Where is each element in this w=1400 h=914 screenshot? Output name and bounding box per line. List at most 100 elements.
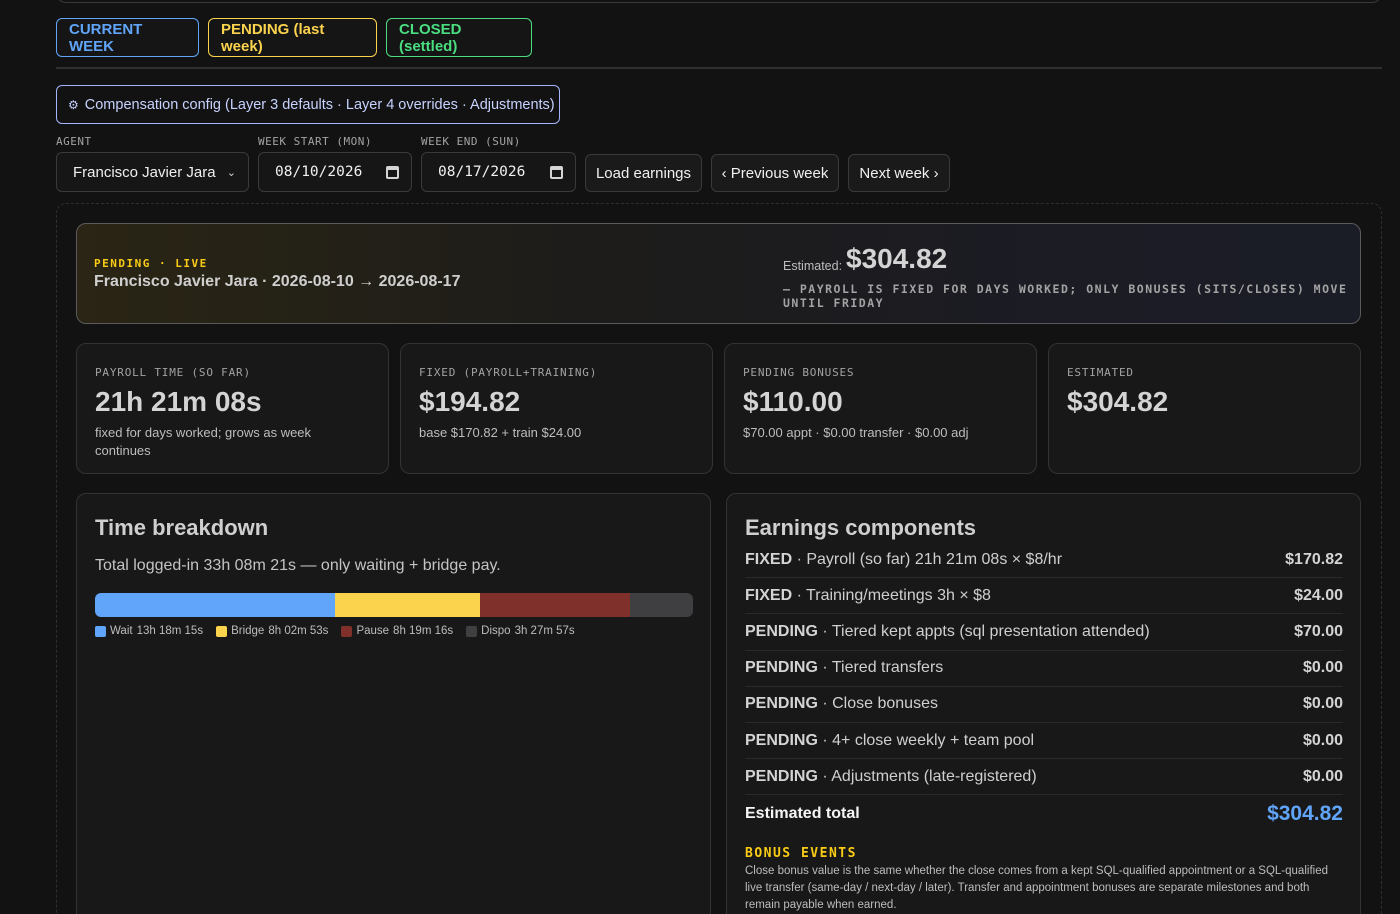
stat-subtext: $70.00 appt · $0.00 transfer · $0.00 adj [743,425,969,440]
estimated-label: Estimated: [783,259,843,273]
row-label: · 4+ close weekly + team pool [817,731,1035,749]
time-breakdown-card: Time breakdown Total logged-in 33h 08m 2… [76,493,711,914]
bonus-events-title: BONUS EVENTS [745,846,857,861]
time-breakdown-bar [95,593,693,617]
next-week-button[interactable]: Next week › [848,154,950,192]
load-earnings-button[interactable]: Load earnings [585,154,702,192]
legend-name: Pause [356,625,390,637]
stat-payroll-time: PAYROLL TIME (SO FAR) 21h 21m 08s fixed … [76,343,389,474]
legend-duration: 13h 18m 15s [136,625,204,637]
row-label: · Close bonuses [817,695,938,713]
legend-duration: 8h 02m 53s [268,625,329,637]
row-amount: $170.82 [1285,550,1343,568]
time-breakdown-title: Time breakdown [95,515,269,540]
legend-item-pause: Pause 8h 19m 16s [341,625,453,637]
week-end-input[interactable]: 08/17/2026 [421,152,576,192]
legend-swatch [341,625,353,637]
week-start-value: 08/10/2026 [275,164,363,180]
bar-segment-bridge [335,593,481,617]
row-amount: $0.00 [1302,695,1343,713]
legend-swatch [216,625,228,637]
estimated-value: $304.82 [846,243,948,274]
earnings-components-title: Earnings components [745,515,977,540]
previous-week-button[interactable]: ‹ Previous week [711,154,839,192]
earnings-panel [56,203,1382,914]
week-start-input[interactable]: 08/10/2026 [258,152,412,192]
earnings-row: PENDING · Tiered transfers $0.00 [745,651,1343,687]
row-tag: FIXED [745,550,793,568]
compensation-config-label: Compensation config (Layer 3 defaults · … [84,96,555,113]
bonus-events-text: Close bonus value is the same whether th… [745,865,1328,911]
legend-duration: 3h 27m 57s [514,625,575,637]
gear-icon: ⚙ [68,97,79,112]
legend-item-wait: Wait 13h 18m 15s [95,625,203,637]
calendar-icon[interactable] [386,165,399,179]
earnings-components-card: Earnings components FIXED · Payroll (so … [726,493,1361,914]
row-tag: PENDING [745,695,818,713]
earnings-row: FIXED · Payroll (so far) 21h 21m 08s × $… [745,542,1343,579]
stat-label: PENDING BONUSES [743,366,855,379]
week-end-value: 08/17/2026 [438,164,526,180]
row-tag: PENDING [745,622,818,640]
chevron-down-icon: ⌄ [226,166,236,179]
stat-label: PAYROLL TIME (SO FAR) [95,366,251,379]
tab-current-week[interactable]: CURRENT WEEK [56,18,199,57]
row-label: · Adjustments (late-registered) [817,767,1037,785]
estimated-total-row: Estimated total $304.82 [745,802,1343,826]
earnings-row: PENDING · Adjustments (late-registered) … [745,759,1343,796]
row-amount: $24.00 [1294,586,1343,604]
row-amount: $0.00 [1302,731,1343,749]
earnings-row: PENDING · Close bonuses $0.00 [745,687,1343,723]
stat-value: 21h 21m 08s [95,386,262,417]
stat-value: $194.82 [419,386,521,417]
row-tag: PENDING [745,731,818,749]
row-amount: $0.00 [1302,767,1343,785]
agent-week-summary: Francisco Javier Jara · 2026-08-10 → 202… [94,273,461,290]
stat-pending-bonuses: PENDING BONUSES $110.00 $70.00 appt · $0… [724,343,1037,474]
row-label: · Tiered kept appts (sql presentation at… [817,622,1150,640]
top-frame [56,0,1382,3]
week-end-label: WEEK END (SUN) [421,135,521,148]
stat-label: ESTIMATED [1067,366,1134,379]
stat-value: $304.82 [1067,386,1169,417]
row-tag: PENDING [745,659,818,677]
week-start-label: WEEK START (MON) [258,135,372,148]
payroll-note: — payroll is fixed for days worked; only… [783,282,1348,310]
earnings-row: PENDING · Tiered kept appts (sql present… [745,614,1343,651]
agent-select[interactable]: Francisco Javier Jara ⌄ [56,152,249,192]
tab-closed[interactable]: CLOSED (settled) [386,18,532,57]
calendar-icon[interactable] [550,165,563,179]
legend-swatch [95,625,106,637]
row-tag: PENDING [745,767,818,785]
stat-label: FIXED (PAYROLL+TRAINING) [419,366,598,379]
status-badge: PENDING · LIVE [94,257,208,270]
bar-segment-pause [480,593,631,617]
agent-label: AGENT [56,135,92,148]
legend-name: Wait [110,625,133,637]
stat-estimated: ESTIMATED $304.82 [1048,343,1361,474]
legend-item-dispo: Dispo 3h 27m 57s [466,625,575,637]
divider [56,67,1382,69]
legend-swatch [466,625,478,637]
agent-select-value: Francisco Javier Jara [73,163,216,181]
row-label: · Payroll (so far) 21h 21m 08s × $8/hr [792,550,1063,568]
estimated-total-value: $304.82 [1267,802,1343,825]
stat-fixed: FIXED (PAYROLL+TRAINING) $194.82 base $1… [400,343,713,474]
time-breakdown-legend: Wait 13h 18m 15s Bridge 8h 02m 53s Pause 8… [95,625,575,637]
time-total-note: Total logged-in 33h 08m 21s — only waiti… [95,557,501,574]
bar-segment-wait [95,593,336,617]
bar-segment-dispo [630,593,693,617]
earnings-row: PENDING · 4+ close weekly + team pool $0… [745,723,1343,760]
row-amount: $0.00 [1302,659,1343,677]
status-tabs: CURRENT WEEK PENDING (last week) CLOSED … [56,18,532,57]
compensation-config-button[interactable]: ⚙ Compensation config (Layer 3 defaults … [56,85,560,124]
summary-banner: PENDING · LIVE Francisco Javier Jara · 2… [76,223,1361,324]
stat-subtext: base $170.82 + train $24.00 [419,425,582,440]
legend-duration: 8h 19m 16s [393,625,454,637]
row-label: · Tiered transfers [817,659,944,677]
row-tag: FIXED [745,586,793,604]
tab-pending[interactable]: PENDING (last week) [208,18,377,57]
row-amount: $70.00 [1294,622,1343,640]
stat-subtext: fixed for days worked; grows as week con… [95,425,312,458]
legend-name: Bridge [231,625,265,637]
